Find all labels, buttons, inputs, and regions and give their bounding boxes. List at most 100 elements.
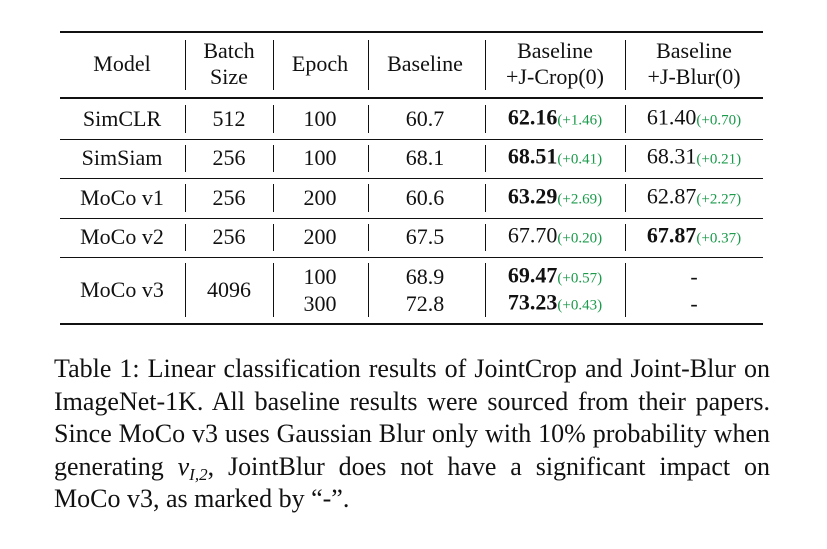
result-cell: 67.87(+0.37) [646,222,742,251]
rule [60,217,763,219]
baseline-cell: 68.1 [405,145,445,171]
rule [368,144,369,172]
result-value: 67.87 [646,222,697,248]
rule [485,184,486,212]
result-value: 69.47 [507,262,558,287]
rule [60,178,763,180]
result-value: 73.23 [507,289,558,314]
baseline-cell: 60.7 [405,105,445,131]
result-delta: (+0.20) [557,230,603,247]
header-cell: Baseline [517,38,593,63]
math-sub: I,2 [189,464,208,484]
result-value: 61.40 [646,104,697,130]
rule [273,40,274,90]
batch-cell: 4096 [207,277,251,302]
rule [185,223,186,251]
rule [368,40,369,90]
rule [273,144,274,172]
result-delta: (+0.41) [557,151,603,168]
result-value: 68.31 [646,143,697,169]
rule [273,184,274,212]
result-cell: - [690,290,698,316]
result-delta: (+2.27) [696,191,742,208]
result-value: 62.87 [646,183,697,209]
result-value: - [690,263,698,289]
result-cell: 61.40(+0.70) [647,105,741,132]
rule [485,144,486,172]
rule [625,184,626,212]
result-delta: (+0.70) [696,112,742,129]
result-cell: - [690,263,698,289]
rule [185,144,186,172]
baseline-cell: 60.6 [405,184,445,210]
batch-cell: 256 [212,184,246,210]
model-cell: SimSiam [81,145,163,171]
result-value: - [690,290,698,316]
rule [625,263,626,317]
rule [185,40,186,90]
rule [485,40,486,90]
rule [625,105,626,133]
result-value: 62.16 [507,104,558,130]
result-cell: 62.16(+1.46) [508,105,602,132]
result-cell: 63.29(+2.69) [508,184,602,211]
caption-text: Table 1: Linear classification results o… [54,354,770,481]
rule [185,105,186,133]
rule [625,223,626,251]
rule [485,105,486,133]
rule [273,263,274,317]
result-value: 67.70 [507,222,558,248]
result-delta: (+0.21) [696,151,742,168]
result-delta: (+0.43) [557,297,603,313]
epoch-cell: 300 [303,290,337,316]
rule [273,105,274,133]
rule [485,263,486,317]
model-cell: MoCo v2 [80,224,164,250]
result-value: 63.29 [507,183,558,209]
rule [625,40,626,90]
model-cell: MoCo v1 [80,184,164,210]
result-cell: 68.31(+0.21) [646,143,742,172]
epoch-cell: 100 [303,263,337,289]
caption-text: , JointBlur does not have a significant … [54,451,770,514]
result-cell: 69.47(+0.57) [508,263,602,290]
header-cell: Epoch [291,51,349,76]
header-cell: Model [93,51,151,76]
result-cell: 62.87(+2.27) [647,184,741,211]
result-cell: 73.23(+0.43) [508,290,602,317]
epoch-cell: 100 [303,105,337,131]
rule [60,97,763,99]
epoch-cell: 200 [303,184,337,210]
rule [60,323,763,325]
rule [185,184,186,212]
batch-cell: 256 [212,224,246,250]
baseline-cell: 72.8 [405,290,445,316]
result-cell: 68.51(+0.41) [508,144,603,172]
rule [368,184,369,212]
rule [368,223,369,251]
result-cell: 67.70(+0.20) [507,222,603,251]
batch-cell: 512 [212,105,246,131]
rule [60,257,763,259]
result-delta: (+0.37) [696,230,742,247]
baseline-cell: 68.9 [405,263,445,289]
header-cell: +J-Blur(0) [647,64,741,89]
math-base: v [177,451,190,481]
rule [273,223,274,251]
rule [625,144,626,172]
rule [60,138,763,140]
result-delta: (+1.46) [557,112,603,129]
header-cell: Baseline [387,51,463,76]
baseline-cell: 67.5 [405,224,445,250]
result-delta: (+0.57) [557,270,603,286]
caption: Table 1: Linear classification results o… [54,353,770,516]
header-cell: Batch [203,38,255,63]
model-cell: SimCLR [82,105,162,131]
epoch-cell: 100 [303,145,337,171]
rule [368,263,369,317]
batch-cell: 256 [212,145,246,171]
epoch-cell: 200 [303,224,337,250]
model-cell: MoCo v3 [80,277,164,302]
header-cell: Baseline [656,38,732,63]
